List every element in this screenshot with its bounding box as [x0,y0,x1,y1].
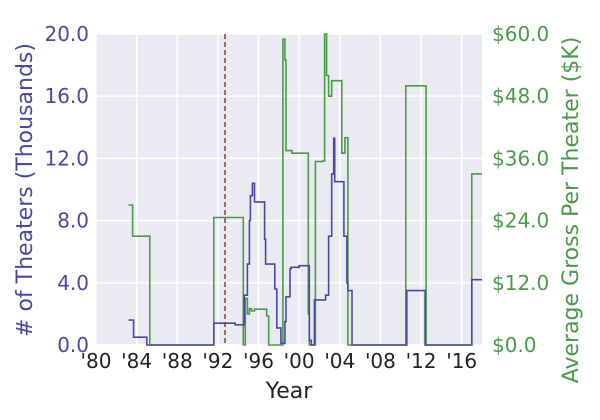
left-tick-label: 8.0 [57,209,89,233]
left-tick-label: 0.0 [57,333,89,357]
x-tick-label: '80 [81,349,112,373]
right-axis-ticks: $0.0 $12.0 $24.0 $36.0 $48.0 $60.0 [492,22,549,357]
x-tick-label: '88 [162,349,193,373]
x-tick-label: '96 [243,349,274,373]
left-axis-title: # of Theaters (Thousands) [13,43,38,337]
plot-background [96,34,482,345]
x-tick-label: '00 [284,349,315,373]
series-layer [128,33,482,346]
x-tick-label: '04 [324,349,355,373]
right-axis-title: Average Gross Per Theater ($K) [559,37,584,384]
left-axis-ticks: 0.0 4.0 8.0 12.0 16.0 20.0 [44,22,89,357]
right-tick-label: $24.0 [492,209,549,233]
avg-gross-series-line [128,33,482,346]
left-tick-label: 20.0 [44,22,89,46]
left-tick-label: 16.0 [44,84,89,108]
right-tick-label: $36.0 [492,146,549,170]
x-axis-title: Year [265,379,314,404]
x-tick-label: '92 [202,349,233,373]
x-tick-label: '16 [446,349,477,373]
right-tick-label: $12.0 [492,271,549,295]
theaters-series-line [128,137,482,346]
left-tick-label: 12.0 [44,146,89,170]
x-axis-ticks: '80 '84 '88 '92 '96 '00 '04 '08 '12 '16 [81,349,478,373]
x-tick-label: '84 [121,349,152,373]
right-tick-label: $48.0 [492,84,549,108]
right-tick-label: $60.0 [492,22,549,46]
x-tick-label: '12 [406,349,437,373]
right-tick-label: $0.0 [492,333,537,357]
x-tick-label: '08 [365,349,396,373]
left-tick-label: 4.0 [57,271,89,295]
